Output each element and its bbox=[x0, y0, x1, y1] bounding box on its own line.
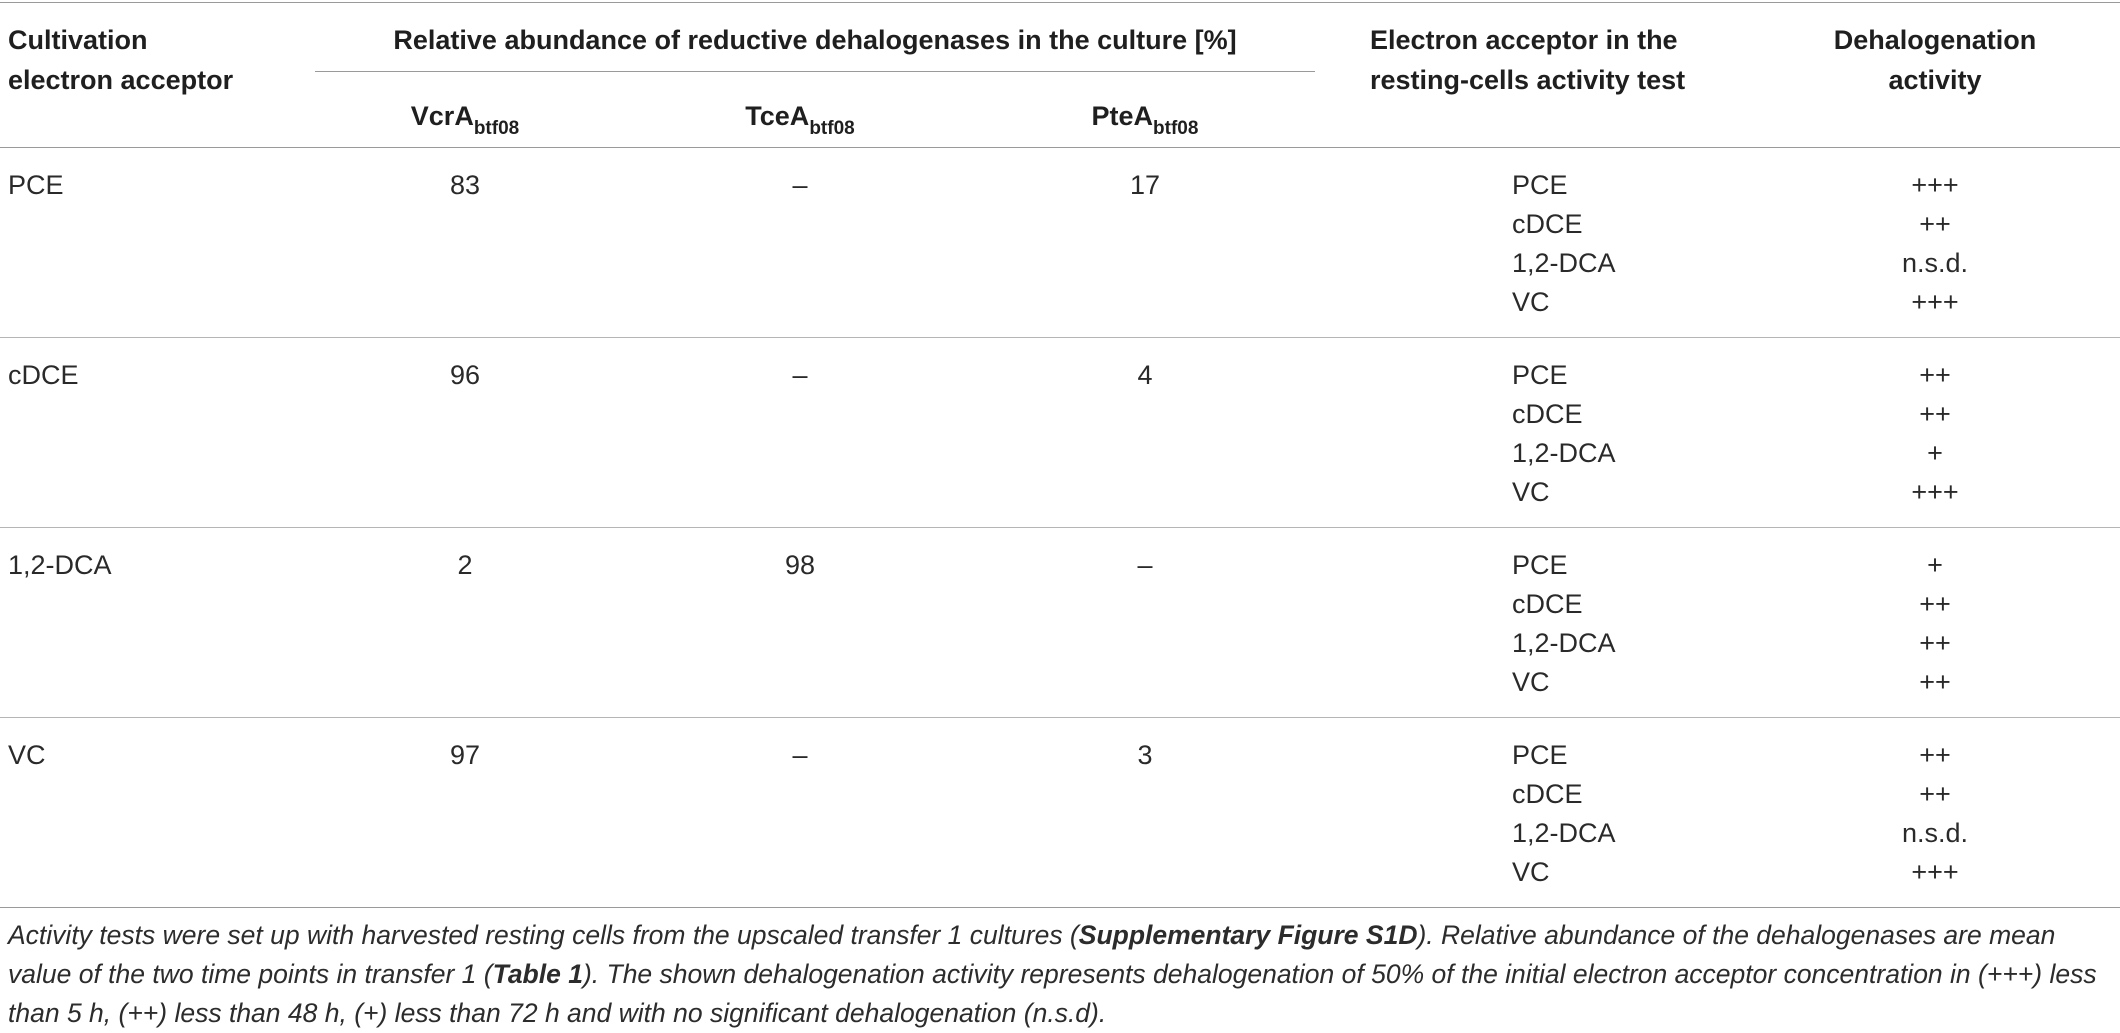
row-vcra-value: 83 bbox=[449, 170, 481, 200]
row-divider bbox=[0, 527, 2120, 528]
row-acceptor: VC bbox=[8, 740, 46, 770]
row-acceptor: PCE bbox=[8, 170, 64, 200]
test-activity: ++ bbox=[1919, 667, 1951, 697]
test-acceptor: VC bbox=[1512, 857, 1550, 887]
test-acceptor: 1,2-DCA bbox=[1512, 438, 1616, 468]
test-acceptor: 1,2-DCA bbox=[1512, 628, 1616, 658]
test-activity: + bbox=[1927, 438, 1943, 468]
test-activity: + bbox=[1927, 550, 1943, 580]
test-activity: n.s.d. bbox=[1901, 248, 1969, 278]
table-caption: Activity tests were set up with harveste… bbox=[8, 916, 2116, 1033]
test-activity: ++ bbox=[1919, 360, 1951, 390]
header-activity-line1: Dehalogenation bbox=[1833, 25, 2037, 55]
test-acceptor: 1,2-DCA bbox=[1512, 818, 1616, 848]
test-activity: +++ bbox=[1911, 287, 1959, 317]
enzyme-base: TceA bbox=[745, 101, 810, 131]
header-bottom-rule bbox=[0, 147, 2120, 148]
row-ptea-value: – bbox=[1137, 550, 1153, 580]
enzyme-base: PteA bbox=[1091, 101, 1154, 131]
header-cultivation-line2: electron acceptor bbox=[8, 65, 234, 95]
row-divider bbox=[0, 717, 2120, 718]
test-activity: +++ bbox=[1911, 857, 1959, 887]
row-ptea-value: 3 bbox=[1137, 740, 1153, 770]
test-acceptor: 1,2-DCA bbox=[1512, 248, 1616, 278]
row-acceptor: 1,2-DCA bbox=[8, 550, 112, 580]
test-activity: +++ bbox=[1911, 170, 1959, 200]
row-tcea-value: – bbox=[792, 740, 808, 770]
caption-text: ). Relative abundance of the dehalogenas… bbox=[8, 920, 2056, 989]
enzyme-base: VcrA bbox=[410, 101, 474, 131]
row-acceptor: cDCE bbox=[8, 360, 79, 390]
header-enzyme-ptea: PteAbtf08 bbox=[995, 96, 1295, 140]
test-acceptor: PCE bbox=[1512, 740, 1568, 770]
test-acceptor: VC bbox=[1512, 477, 1550, 507]
test-acceptor: PCE bbox=[1512, 550, 1568, 580]
enzyme-subscript: btf08 bbox=[1153, 118, 1199, 139]
row-tcea-value: – bbox=[792, 360, 808, 390]
row-ptea-value: 17 bbox=[1129, 170, 1161, 200]
test-acceptor: cDCE bbox=[1512, 779, 1583, 809]
row-ptea-value: 4 bbox=[1137, 360, 1153, 390]
row-vcra-value: 96 bbox=[449, 360, 481, 390]
test-acceptor: VC bbox=[1512, 287, 1550, 317]
row-tcea-value: – bbox=[792, 170, 808, 200]
test-activity: ++ bbox=[1919, 209, 1951, 239]
group-header-underline bbox=[315, 71, 1315, 72]
test-acceptor: cDCE bbox=[1512, 589, 1583, 619]
enzyme-subscript: btf08 bbox=[809, 118, 855, 139]
test-activity: n.s.d. bbox=[1901, 818, 1969, 848]
caption-ref-table[interactable]: Table 1 bbox=[492, 959, 583, 989]
test-activity: ++ bbox=[1919, 589, 1951, 619]
table-top-rule bbox=[0, 2, 2120, 3]
test-activity: ++ bbox=[1919, 779, 1951, 809]
test-activity: ++ bbox=[1919, 628, 1951, 658]
row-vcra-value: 2 bbox=[457, 550, 473, 580]
test-acceptor: cDCE bbox=[1512, 209, 1583, 239]
enzyme-subscript: btf08 bbox=[473, 118, 520, 139]
header-enzyme-tcea: TceAbtf08 bbox=[650, 96, 950, 140]
table-bottom-rule bbox=[0, 907, 2120, 908]
test-acceptor: VC bbox=[1512, 667, 1550, 697]
test-activity: +++ bbox=[1911, 477, 1959, 507]
header-cultivation-line1: Cultivation bbox=[8, 25, 148, 55]
caption-text: Activity tests were set up with harveste… bbox=[8, 920, 1079, 950]
test-acceptor: PCE bbox=[1512, 360, 1568, 390]
header-test-acceptor-line1: Electron acceptor in the bbox=[1370, 25, 1678, 55]
test-activity: ++ bbox=[1919, 399, 1951, 429]
header-enzyme-vcra: VcrAbtf08 bbox=[315, 96, 615, 140]
row-divider bbox=[0, 337, 2120, 338]
caption-ref-supplementary-figure[interactable]: Supplementary Figure S1D bbox=[1078, 920, 1418, 950]
test-acceptor: PCE bbox=[1512, 170, 1568, 200]
header-test-acceptor-line2: resting-cells activity test bbox=[1370, 65, 1686, 95]
test-activity: ++ bbox=[1919, 740, 1951, 770]
header-activity-line2: activity bbox=[1888, 65, 1982, 95]
caption-text: ). The shown dehalogenation activity rep… bbox=[8, 959, 2097, 1028]
row-vcra-value: 97 bbox=[449, 740, 481, 770]
header-group-title: Relative abundance of reductive dehaloge… bbox=[393, 25, 1237, 55]
test-acceptor: cDCE bbox=[1512, 399, 1583, 429]
row-tcea-value: 98 bbox=[784, 550, 816, 580]
